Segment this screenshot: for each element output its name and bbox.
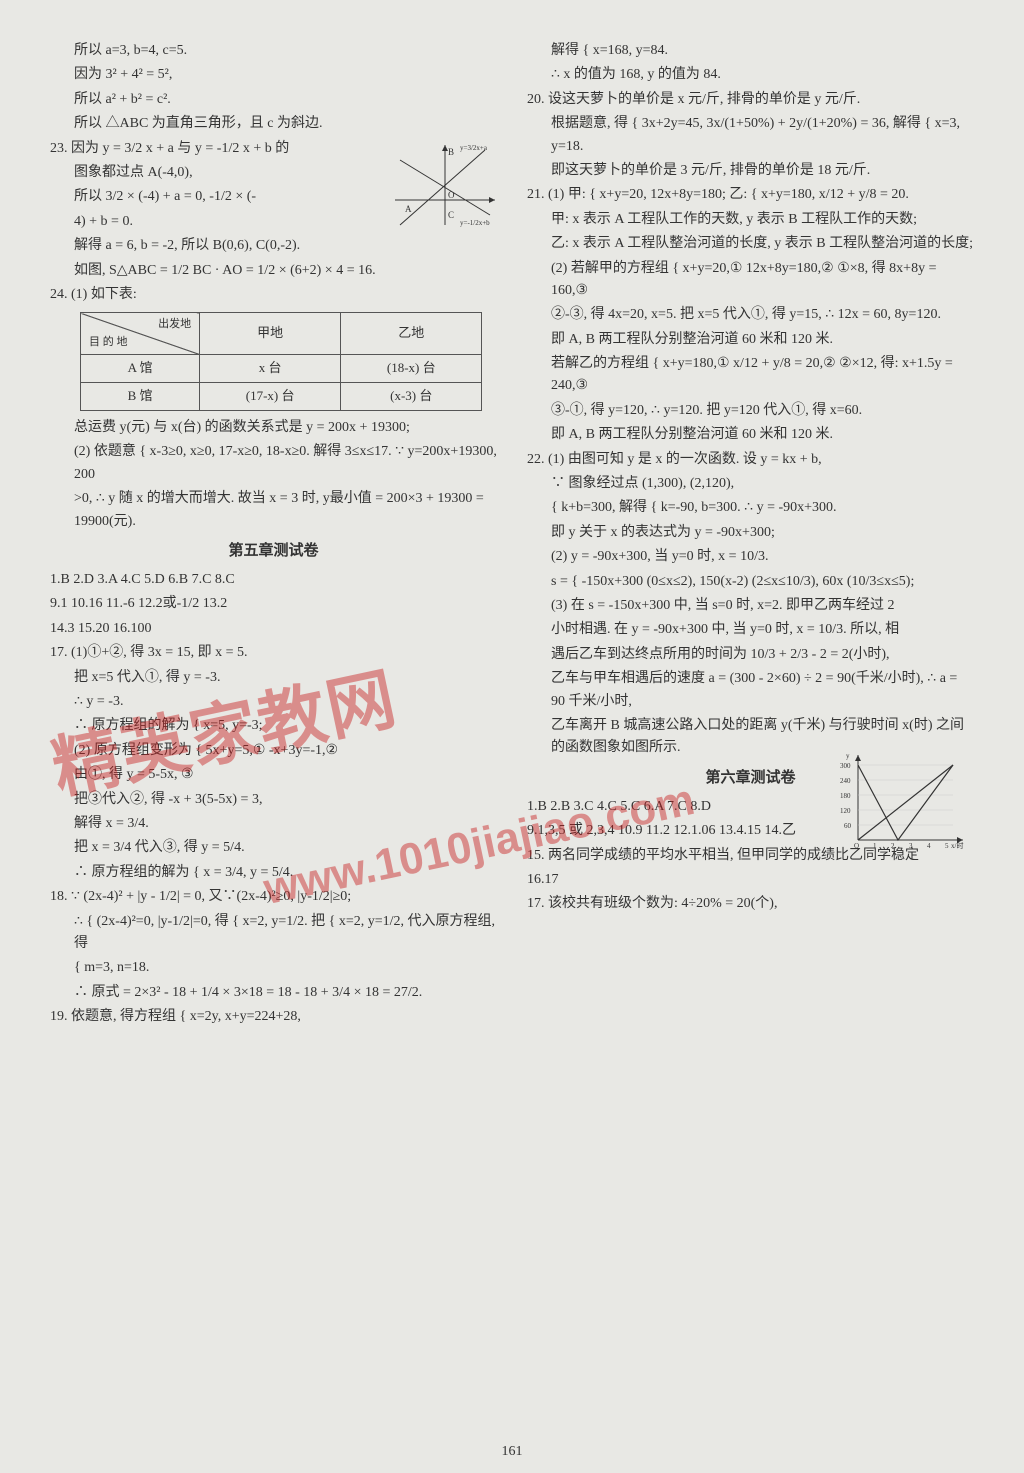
q24-line: (2) 依题意 { x-3≥0, x≥0, 17-x≥0, 18-x≥0. 解得… [50, 441, 497, 486]
q24-line: >0, ∴ y 随 x 的增大而增大. 故当 x = 3 时, y最小值 = 2… [50, 488, 497, 533]
svg-text:120: 120 [840, 807, 851, 815]
q22-line: (3) 在 s = -150x+300 中, 当 s=0 时, x=2. 即甲乙… [527, 595, 974, 617]
q21-line: 乙: x 表示 A 工程队整治河道的长度, y 表示 B 工程队整治河道的长度; [527, 233, 974, 255]
q24-line: 24. (1) 如下表: [50, 284, 497, 306]
answer-line: 9.1 10.16 11.-6 12.2或-1/2 13.2 [50, 593, 497, 615]
q21-line: ②-③, 得 4x=20, x=5. 把 x=5 代入①, 得 y=15, ∴ … [527, 304, 974, 326]
q20-line: 20. 设这天萝卜的单价是 x 元/斤, 排骨的单价是 y 元/斤. [527, 89, 974, 111]
table-cell: (17-x) 台 [200, 383, 341, 411]
q17-line: ∴ 原方程组的解为 { x = 3/4, y = 5/4. [50, 862, 497, 884]
table-cell: A 馆 [81, 355, 200, 383]
svg-text:4: 4 [927, 842, 931, 850]
q17-line: 由①, 得 y = 5-5x, ③ [50, 764, 497, 786]
q18-line: ∴ 原式 = 2×3² - 18 + 1/4 × 3×18 = 18 - 18 … [50, 982, 497, 1004]
q21-line: 21. (1) 甲: { x+y=20, 12x+8y=180; 乙: { x+… [527, 184, 974, 206]
q21-line: (2) 若解甲的方程组 { x+y=20,① 12x+8y=180,② ①×8,… [527, 258, 974, 303]
svg-text:5: 5 [945, 842, 949, 850]
q22-line: 小时相遇. 在 y = -90x+300 中, 当 y=0 时, x = 10/… [527, 619, 974, 641]
q17-line: 把 x=5 代入①, 得 y = -3. [50, 667, 497, 689]
svg-text:A: A [405, 204, 412, 214]
table-cell: (18-x) 台 [341, 355, 482, 383]
text-line: 所以 a=3, b=4, c=5. [50, 40, 497, 62]
text-line: ∴ x 的值为 168, y 的值为 84. [527, 64, 974, 86]
svg-text:240: 240 [840, 777, 851, 785]
q23-line: 解得 a = 6, b = -2, 所以 B(0,6), C(0,-2). [50, 235, 497, 257]
q17-line: ∴ 原方程组的解为 { x=5, y=-3; [50, 715, 497, 737]
svg-text:x/时: x/时 [951, 841, 963, 850]
q17-line: ∴ y = -3. [50, 691, 497, 713]
q24-line: 总运费 y(元) 与 x(台) 的函数关系式是 y = 200x + 19300… [50, 417, 497, 439]
svg-text:3: 3 [909, 842, 913, 850]
table-cell: x 台 [200, 355, 341, 383]
q22-line: { k+b=300, 解得 { k=-90, b=300. ∴ y = -90x… [527, 497, 974, 519]
q22-graph-icon: 300 240 180 120 60 O 1 2 3 4 5 x/时 y [838, 750, 968, 850]
answer-line: 14.3 15.20 16.100 [50, 618, 497, 640]
q23-graph-icon: A B O C y=3/2x+a y=-1/2x+b [390, 140, 500, 230]
q20-line: 根据题意, 得 { 3x+2y=45, 3x/(1+50%) + 2y/(1+2… [527, 113, 974, 158]
q21-line: 即 A, B 两工程队分别整治河道 60 米和 120 米. [527, 329, 974, 351]
text-line: 所以 △ABC 为直角三角形，且 c 为斜边. [50, 113, 497, 135]
q20-line: 即这天萝卜的单价是 3 元/斤, 排骨的单价是 18 元/斤. [527, 160, 974, 182]
svg-text:60: 60 [844, 822, 852, 830]
q21-line: 即 A, B 两工程队分别整治河道 60 米和 120 米. [527, 424, 974, 446]
svg-text:1: 1 [873, 842, 877, 850]
q17-line: 17. (1)①+②, 得 3x = 15, 即 x = 5. [50, 642, 497, 664]
q22-line: s = { -150x+300 (0≤x≤2), 150(x-2) (2≤x≤1… [527, 571, 974, 593]
svg-text:y: y [846, 752, 850, 760]
q17-line: 把③代入②, 得 -x + 3(5-5x) = 3, [50, 789, 497, 811]
q18-line: { m=3, n=18. [50, 957, 497, 979]
answer-line: 17. 该校共有班级个数为: 4÷20% = 20(个), [527, 893, 974, 915]
svg-text:y=3/2x+a: y=3/2x+a [460, 144, 488, 152]
chapter5-title: 第五章测试卷 [50, 539, 497, 563]
svg-text:O: O [448, 190, 455, 200]
table-diag-header: 出发地 目 的 地 [81, 313, 200, 355]
q18-line: ∴ { (2x-4)²=0, |y-1/2|=0, 得 { x=2, y=1/2… [50, 911, 497, 956]
two-column-layout: 所以 a=3, b=4, c=5. 因为 3² + 4² = 5², 所以 a²… [50, 40, 974, 1030]
text-line: 解得 { x=168, y=84. [527, 40, 974, 62]
table-cell: (x-3) 台 [341, 383, 482, 411]
svg-text:2: 2 [891, 842, 895, 850]
right-column: 解得 { x=168, y=84. ∴ x 的值为 168, y 的值为 84.… [527, 40, 974, 1030]
q21-line: 甲: x 表示 A 工程队工作的天数, y 表示 B 工程队工作的天数; [527, 209, 974, 231]
q23-line: 如图, S△ABC = 1/2 BC · AO = 1/2 × (6+2) × … [50, 260, 497, 282]
q22-line: (2) y = -90x+300, 当 y=0 时, x = 10/3. [527, 546, 974, 568]
q17-line: 解得 x = 3/4. [50, 813, 497, 835]
page-number: 161 [0, 1441, 1024, 1463]
answer-line: 16.17 [527, 869, 974, 891]
q21-line: ③-①, 得 y=120, ∴ y=120. 把 y=120 代入①, 得 x=… [527, 400, 974, 422]
text-line: 所以 a² + b² = c². [50, 89, 497, 111]
q18-line: 18. ∵ (2x-4)² + |y - 1/2| = 0, 又∵(2x-4)²… [50, 886, 497, 908]
table-cell: B 馆 [81, 383, 200, 411]
q17-line: 把 x = 3/4 代入③, 得 y = 5/4. [50, 837, 497, 859]
svg-text:B: B [448, 147, 454, 157]
table-header: 甲地 [200, 313, 341, 355]
q24-table: 出发地 目 的 地 甲地 乙地 A 馆 x 台 (18-x) 台 B 馆 (17… [80, 312, 482, 411]
q22-line: 即 y 关于 x 的表达式为 y = -90x+300; [527, 522, 974, 544]
table-row: B 馆 (17-x) 台 (x-3) 台 [81, 383, 482, 411]
q22-line: ∵ 图象经过点 (1,300), (2,120), [527, 473, 974, 495]
q17-line: (2) 原方程组变形为 { 5x+y=5,① -x+3y=-1,② [50, 740, 497, 762]
table-header: 乙地 [341, 313, 482, 355]
svg-text:y=-1/2x+b: y=-1/2x+b [460, 219, 490, 227]
q22-line: 22. (1) 由图可知 y 是 x 的一次函数. 设 y = kx + b, [527, 449, 974, 471]
svg-text:300: 300 [840, 762, 851, 770]
q22-line: 遇后乙车到达终点所用的时间为 10/3 + 2/3 - 2 = 2(小时), [527, 644, 974, 666]
svg-text:O: O [854, 842, 859, 850]
q22-line: 乙车与甲车相遇后的速度 a = (300 - 2×60) ÷ 2 = 90(千米… [527, 668, 974, 713]
table-row: A 馆 x 台 (18-x) 台 [81, 355, 482, 383]
answer-line: 1.B 2.D 3.A 4.C 5.D 6.B 7.C 8.C [50, 569, 497, 591]
svg-text:180: 180 [840, 792, 851, 800]
q21-line: 若解乙的方程组 { x+y=180,① x/12 + y/8 = 20,② ②×… [527, 353, 974, 398]
svg-text:C: C [448, 210, 454, 220]
q19-line: 19. 依题意, 得方程组 { x=2y, x+y=224+28, [50, 1006, 497, 1028]
text-line: 因为 3² + 4² = 5², [50, 64, 497, 86]
